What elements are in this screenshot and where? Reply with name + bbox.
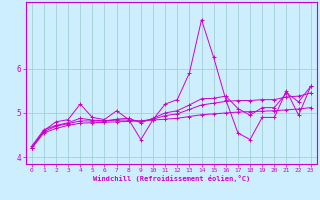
- X-axis label: Windchill (Refroidissement éolien,°C): Windchill (Refroidissement éolien,°C): [92, 175, 250, 182]
